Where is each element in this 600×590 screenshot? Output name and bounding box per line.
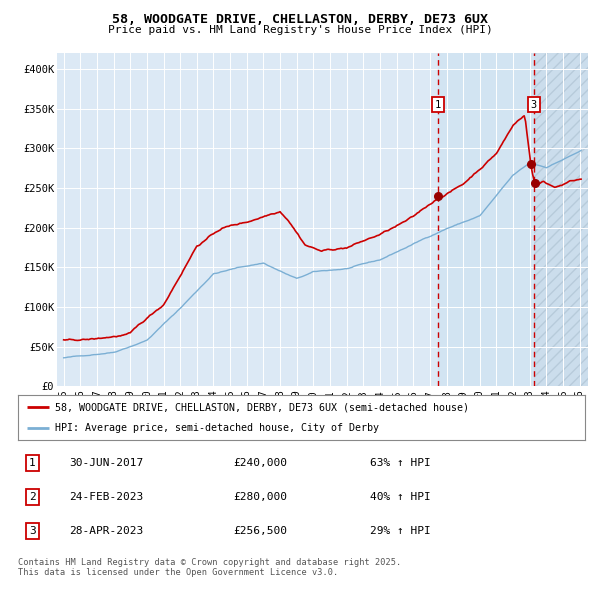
Text: 3: 3 (531, 100, 537, 110)
Text: Price paid vs. HM Land Registry's House Price Index (HPI): Price paid vs. HM Land Registry's House … (107, 25, 493, 35)
Text: 2: 2 (29, 492, 35, 502)
Text: 63% ↑ HPI: 63% ↑ HPI (370, 458, 430, 468)
Text: 40% ↑ HPI: 40% ↑ HPI (370, 492, 430, 502)
Text: HPI: Average price, semi-detached house, City of Derby: HPI: Average price, semi-detached house,… (55, 422, 379, 432)
Text: 28-APR-2023: 28-APR-2023 (69, 526, 143, 536)
Text: 1: 1 (29, 458, 35, 468)
Text: 58, WOODGATE DRIVE, CHELLASTON, DERBY, DE73 6UX: 58, WOODGATE DRIVE, CHELLASTON, DERBY, D… (112, 13, 488, 26)
Text: 30-JUN-2017: 30-JUN-2017 (69, 458, 143, 468)
Text: 24-FEB-2023: 24-FEB-2023 (69, 492, 143, 502)
Text: 58, WOODGATE DRIVE, CHELLASTON, DERBY, DE73 6UX (semi-detached house): 58, WOODGATE DRIVE, CHELLASTON, DERBY, D… (55, 402, 469, 412)
Text: £280,000: £280,000 (233, 492, 287, 502)
Text: £240,000: £240,000 (233, 458, 287, 468)
Text: Contains HM Land Registry data © Crown copyright and database right 2025.
This d: Contains HM Land Registry data © Crown c… (18, 558, 401, 577)
Text: 3: 3 (29, 526, 35, 536)
Text: 1: 1 (435, 100, 442, 110)
Bar (534, 53, 588, 386)
Bar (438, 53, 588, 386)
Text: £256,500: £256,500 (233, 526, 287, 536)
Text: 29% ↑ HPI: 29% ↑ HPI (370, 526, 430, 536)
Bar (534, 53, 588, 386)
